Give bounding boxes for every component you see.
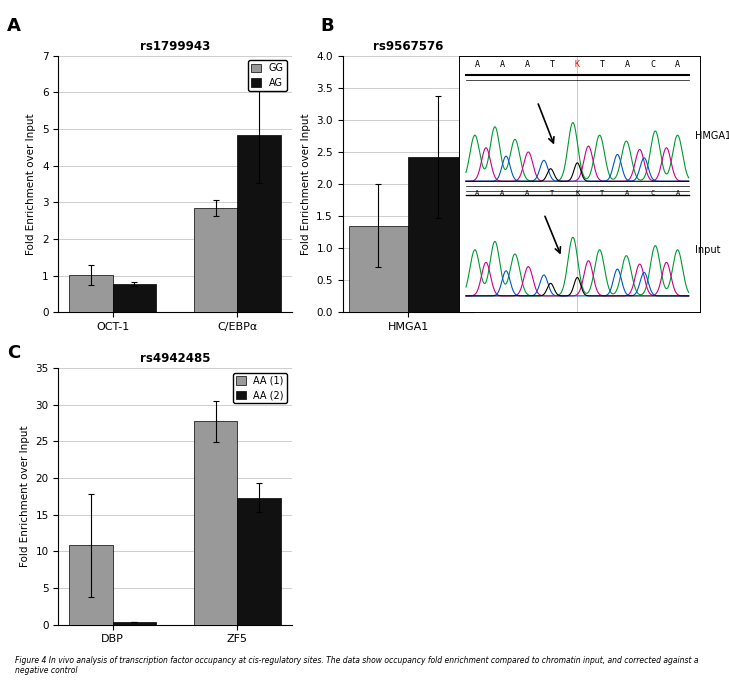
Bar [348, 226, 408, 312]
Text: C: C [7, 344, 20, 362]
Legend: TT, TG: TT, TG [491, 60, 528, 91]
Text: C: C [650, 60, 655, 69]
Text: A: A [475, 60, 480, 69]
Text: A: A [525, 189, 529, 196]
Text: HMGA1: HMGA1 [695, 130, 729, 141]
Legend: AA (1), AA (2): AA (1), AA (2) [233, 373, 286, 403]
Text: A: A [525, 60, 530, 69]
Title: rs1799943: rs1799943 [140, 40, 210, 53]
Text: A: A [625, 60, 630, 69]
Text: K: K [575, 189, 580, 196]
Text: T: T [600, 189, 604, 196]
Text: A: A [676, 189, 679, 196]
Bar [69, 545, 112, 625]
Title: rs9567576: rs9567576 [373, 40, 443, 53]
Bar [238, 135, 281, 312]
Text: T: T [600, 60, 605, 69]
Text: T: T [550, 189, 554, 196]
Text: A: A [499, 60, 504, 69]
Text: B: B [321, 17, 335, 35]
Legend: GG, AG: GG, AG [249, 60, 286, 91]
Text: T: T [550, 60, 555, 69]
Bar [194, 208, 238, 312]
Text: A: A [625, 189, 630, 196]
Title: rs4942485: rs4942485 [140, 353, 210, 365]
Y-axis label: Fold Enrichment over Input: Fold Enrichment over Input [20, 425, 30, 567]
Bar [194, 421, 238, 625]
Y-axis label: Fold Enrichment over Input: Fold Enrichment over Input [301, 113, 311, 255]
Bar [408, 157, 468, 312]
Text: A: A [675, 60, 680, 69]
Text: A: A [475, 189, 479, 196]
Y-axis label: Fold Enrichment over Input: Fold Enrichment over Input [26, 113, 36, 255]
Text: K: K [575, 60, 580, 69]
Text: C: C [650, 189, 655, 196]
Bar [69, 275, 112, 312]
Text: Input: Input [695, 246, 721, 255]
Text: Figure 4 In vivo analysis of transcription factor occupancy at cis-regulatory si: Figure 4 In vivo analysis of transcripti… [15, 656, 698, 675]
Bar [112, 284, 156, 312]
Text: A: A [500, 189, 504, 196]
Text: A: A [7, 17, 21, 35]
Bar [238, 498, 281, 625]
Bar [112, 622, 156, 625]
